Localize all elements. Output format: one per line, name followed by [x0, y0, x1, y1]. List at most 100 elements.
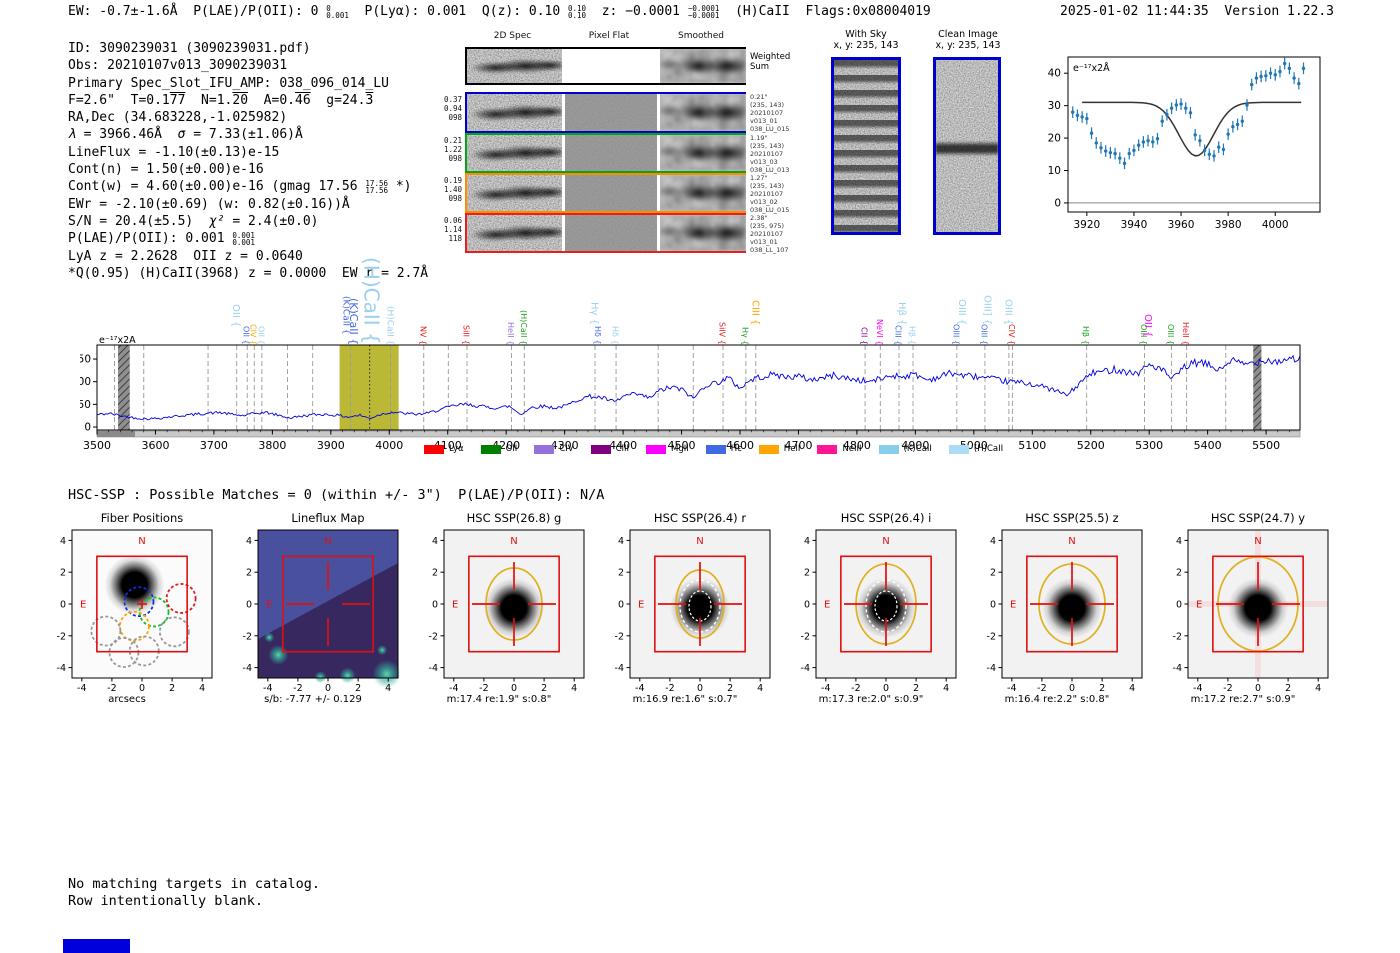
2d-spec-image — [467, 49, 562, 83]
legend-label: Hε — [730, 444, 742, 454]
svg-text:3700: 3700 — [200, 439, 228, 452]
stacked-value: 0 0.001 — [326, 4, 349, 20]
svg-text:0: 0 — [1069, 683, 1075, 694]
svg-text:E: E — [824, 600, 830, 611]
gaussian-fit-curve — [1082, 101, 1302, 157]
legend-label: CIV — [559, 444, 574, 454]
svg-text:-2: -2 — [1173, 631, 1182, 642]
version-label: Version 1.22.3 — [1224, 4, 1334, 19]
svg-text:N: N — [324, 536, 331, 547]
svg-text:-2: -2 — [1037, 683, 1046, 694]
svg-text:e⁻¹⁷x2Å: e⁻¹⁷x2Å — [1073, 62, 1110, 74]
legend-item: OII — [480, 444, 518, 454]
info-line: λ = 3966.46Å σ = 7.33(±1.06)Å — [68, 126, 428, 143]
text-segment: LineFlux = -1.10(±0.13)e-15 — [68, 144, 280, 160]
clean-image-cutout — [933, 57, 1001, 235]
svg-text:-4: -4 — [821, 683, 830, 694]
col-header-pixelflat: Pixel Flat — [588, 31, 630, 41]
text-segment: z: −0.0001 — [586, 4, 688, 19]
info-line: ID: 3090239031 (3090239031.pdf) — [68, 40, 428, 57]
svg-text:4000: 4000 — [1262, 219, 1289, 231]
svg-text:4800: 4800 — [843, 439, 871, 452]
svg-text:-4: -4 — [1173, 663, 1182, 674]
text-segment: = 2.4(±0.0) — [224, 213, 319, 229]
hsc-plae-text: P(LAE)/P(OII): N/A — [458, 487, 605, 503]
svg-text:0: 0 — [60, 600, 66, 611]
legend-label: MgII — [671, 444, 689, 454]
info-line: Obs: 20210107v013_3090239031 — [68, 57, 428, 74]
text-segment: *) — [388, 179, 412, 195]
2d-spec-image — [467, 175, 562, 211]
full-spectrum-plot: 3500 3600 3700 3800 3900 4000 4100 4200 4300 4400… — [80, 336, 1301, 452]
svg-text:4: 4 — [804, 536, 810, 547]
svg-text:4: 4 — [943, 683, 949, 694]
clean-image-title: Clean Image x, y: 235, 143 — [923, 29, 1013, 51]
spec2d-row — [465, 173, 746, 213]
cutout-title: HSC SSP(24.7) y — [1210, 511, 1306, 525]
legend-item: CIV — [534, 444, 574, 454]
legend-item: (H)CaII — [948, 444, 1003, 454]
row-annotation: Weighted Sum — [750, 52, 791, 72]
row-weight-labels: 0.37 0.94 098 — [443, 95, 462, 122]
svg-text:2: 2 — [727, 683, 733, 694]
smoothed-image — [660, 175, 746, 211]
footer-note-2: Row intentionally blank. — [68, 893, 264, 909]
svg-text:5100: 5100 — [1018, 439, 1046, 452]
svg-text:3940: 3940 — [1121, 219, 1148, 231]
svg-text:-4: -4 — [1193, 683, 1202, 694]
svg-text:0: 0 — [1255, 683, 1261, 694]
report-timestamp: 2025-01-02 11:44:35 Version 1.22.3 — [1060, 4, 1334, 19]
line-label: OIII] { — [981, 294, 993, 325]
svg-text:E: E — [80, 600, 86, 611]
svg-text:30: 30 — [1048, 100, 1061, 112]
pixel-flat-image — [565, 94, 657, 131]
cutout-title: HSC SSP(25.5) z — [1025, 511, 1119, 525]
row-weight-labels: 0.06 1.14 118 — [443, 216, 462, 243]
info-line: Primary Spec_Slot_IFU_AMP: 038_096_014_L… — [68, 75, 428, 92]
svg-text:50: 50 — [80, 399, 91, 411]
2d-spec-image — [467, 135, 562, 171]
with-sky-label: With Sky — [845, 29, 887, 40]
legend-swatch — [948, 444, 969, 454]
fov-box — [1026, 555, 1118, 653]
svg-text:2: 2 — [804, 568, 810, 579]
spec2d-row — [465, 133, 746, 173]
info-line: LyA z = 2.2628 OII z = 0.0640 — [68, 248, 428, 265]
svg-text:2: 2 — [541, 683, 547, 694]
cutout-panel: Lineflux Map N E -4 -4 -2 -2 0 0 2 2 4 4 s/b: -7.77 +… — [218, 511, 408, 711]
2d-spec-image — [467, 215, 562, 251]
svg-text:E: E — [1010, 600, 1016, 611]
legend-item: Lyα — [424, 444, 464, 454]
row-annotation: 2.38" (235, 975) 20210107 v013_01 038_LL_107 — [750, 214, 789, 254]
info-line: P(LAE)/P(OII): 0.001 0.001 0.001 — [68, 230, 428, 247]
svg-text:5400: 5400 — [1194, 439, 1222, 452]
row-weight-labels: 0.19 1.40 098 — [443, 176, 462, 203]
bottom-blue-bar — [63, 939, 130, 953]
svg-text:E: E — [638, 600, 644, 611]
svg-text:2: 2 — [1099, 683, 1105, 694]
legend-swatch — [758, 444, 779, 454]
stacked-value: 0.001 0.001 — [232, 231, 255, 248]
stacked-value: −0.0001 −0.0001 — [687, 4, 720, 20]
svg-text:-2: -2 — [851, 683, 860, 694]
line-fit-plot: 3920 3940 3960 3980 4000 0 10 20 30 40 e⁻¹⁷x2Å — [1048, 56, 1321, 231]
svg-text:-4: -4 — [77, 683, 86, 694]
svg-text:0: 0 — [84, 422, 91, 434]
target-line-band — [339, 345, 399, 430]
text-segment: RA,Dec (34.683228,-1.025982) — [68, 110, 288, 126]
svg-text:4: 4 — [990, 536, 996, 547]
svg-text:5200: 5200 — [1077, 439, 1105, 452]
svg-text:2: 2 — [355, 683, 361, 694]
svg-text:N: N — [138, 536, 145, 547]
text-segment: EW: -0.7±-1.6Å P(LAE)/P(OII): 0 — [68, 4, 327, 19]
legend-label: OII — [505, 444, 518, 454]
svg-text:4: 4 — [199, 683, 205, 694]
text-segment: EWr = -2.10(±0.69) (w: 0.82(±0.16))Å — [68, 196, 350, 212]
svg-text:0: 0 — [1176, 600, 1182, 611]
svg-text:4: 4 — [757, 683, 763, 694]
text-segment: Primary Spec_Slot_IFU_AMP: 038_096_014_L… — [68, 75, 389, 91]
svg-text:E: E — [266, 600, 272, 611]
fov-box — [840, 555, 932, 653]
smoothed-image — [660, 49, 746, 83]
cutout-panel: Fiber Positions N E -4 -4 -2 -2 0 0 2 2 4 4 arcsecs — [32, 511, 222, 711]
